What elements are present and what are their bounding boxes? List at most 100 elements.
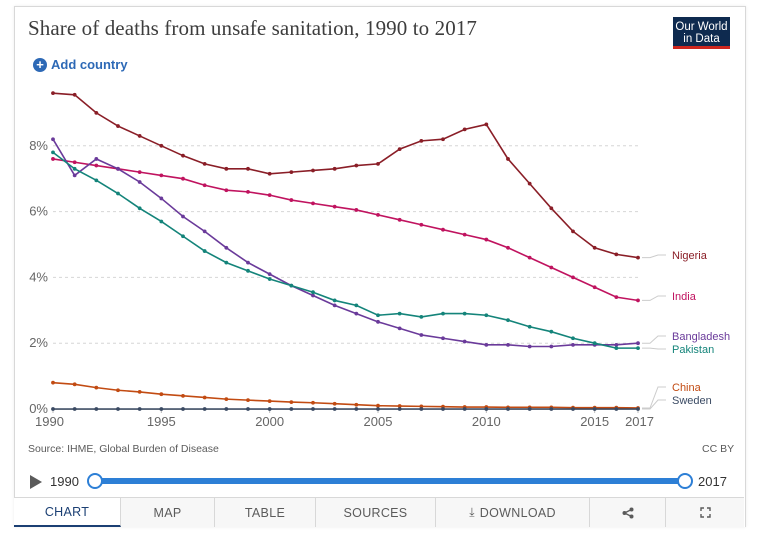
data-point-india bbox=[94, 163, 99, 168]
add-country-button[interactable]: + Add country bbox=[33, 57, 128, 72]
data-point-bangladesh bbox=[137, 180, 142, 184]
x-tick-label: 2010 bbox=[472, 414, 501, 429]
timeline-start-handle[interactable] bbox=[87, 473, 103, 489]
data-point-india bbox=[332, 204, 337, 209]
data-point-india bbox=[181, 176, 185, 181]
series-line-china bbox=[52, 381, 639, 409]
data-point-sweden bbox=[636, 407, 640, 411]
tab-map[interactable]: MAP bbox=[121, 498, 215, 527]
label-connector bbox=[642, 386, 666, 409]
play-icon[interactable] bbox=[30, 475, 42, 489]
data-point-bangladesh bbox=[636, 341, 640, 346]
data-point-nigeria bbox=[354, 163, 359, 168]
chart-title: Share of deaths from unsafe sanitation, … bbox=[28, 16, 478, 40]
data-point-sweden bbox=[94, 407, 99, 411]
data-point-pakistan bbox=[354, 303, 359, 308]
data-point-bangladesh bbox=[614, 342, 619, 347]
data-point-pakistan bbox=[636, 346, 640, 351]
data-point-pakistan bbox=[376, 313, 380, 318]
data-point-india bbox=[484, 237, 489, 242]
data-point-bangladesh bbox=[332, 303, 337, 308]
data-point-bangladesh bbox=[549, 344, 554, 349]
data-point-sweden bbox=[332, 407, 337, 411]
x-tick-label: 2015 bbox=[580, 414, 609, 429]
timeline-track[interactable] bbox=[94, 478, 684, 484]
timeline-end-handle[interactable] bbox=[677, 473, 693, 489]
data-point-india bbox=[289, 198, 294, 202]
data-point-bangladesh bbox=[354, 311, 359, 316]
data-point-india bbox=[354, 208, 359, 212]
data-point-india bbox=[397, 217, 402, 222]
data-point-pakistan bbox=[332, 298, 337, 303]
data-point-bangladesh bbox=[506, 342, 510, 347]
data-point-nigeria bbox=[137, 134, 142, 138]
data-point-india bbox=[636, 298, 640, 303]
data-point-pakistan bbox=[181, 234, 185, 239]
label-connector bbox=[642, 347, 666, 350]
data-point-china bbox=[397, 404, 402, 408]
tab-table[interactable]: TABLE bbox=[215, 498, 316, 527]
series-label-pakistan: Pakistan bbox=[672, 344, 714, 356]
license-link[interactable]: CC BY bbox=[702, 443, 735, 455]
data-point-nigeria bbox=[51, 91, 55, 96]
data-point-china bbox=[51, 380, 55, 385]
data-point-pakistan bbox=[571, 336, 575, 341]
data-point-bangladesh bbox=[94, 157, 99, 161]
data-point-china bbox=[116, 388, 120, 393]
data-point-bangladesh bbox=[267, 272, 272, 277]
data-point-china bbox=[311, 400, 315, 405]
data-point-sweden bbox=[354, 407, 359, 411]
owid-logo[interactable]: Our World in Data bbox=[673, 17, 730, 49]
data-point-china bbox=[137, 389, 142, 394]
y-tick-label: 0% bbox=[29, 401, 48, 416]
data-point-sweden bbox=[72, 407, 77, 411]
data-point-india bbox=[527, 255, 532, 260]
data-point-sweden bbox=[592, 407, 597, 411]
data-point-nigeria bbox=[397, 147, 402, 151]
tab-download-label: DOWNLOAD bbox=[479, 505, 556, 520]
fullscreen-button[interactable] bbox=[666, 498, 744, 527]
data-point-sweden bbox=[397, 407, 402, 411]
series-line-india bbox=[52, 158, 639, 302]
data-point-sweden bbox=[137, 407, 142, 411]
data-point-nigeria bbox=[376, 161, 380, 166]
data-point-pakistan bbox=[527, 324, 532, 329]
tab-download[interactable]: ⤓ DOWNLOAD bbox=[436, 498, 590, 527]
data-point-china bbox=[332, 401, 337, 406]
data-point-india bbox=[614, 295, 619, 300]
tab-sources[interactable]: SOURCES bbox=[316, 498, 436, 527]
data-point-sweden bbox=[462, 407, 467, 411]
data-point-bangladesh bbox=[246, 260, 250, 265]
data-point-china bbox=[224, 397, 229, 402]
data-point-india bbox=[202, 183, 207, 188]
data-point-nigeria bbox=[202, 161, 207, 166]
data-point-india bbox=[311, 201, 315, 206]
data-point-bangladesh bbox=[51, 137, 55, 142]
data-point-pakistan bbox=[614, 346, 619, 351]
data-point-pakistan bbox=[592, 341, 597, 346]
data-point-sweden bbox=[202, 407, 207, 411]
data-point-pakistan bbox=[419, 314, 424, 319]
y-tick-label: 8% bbox=[29, 138, 48, 153]
data-point-china bbox=[246, 398, 250, 403]
data-point-pakistan bbox=[462, 311, 467, 316]
data-point-sweden bbox=[441, 407, 445, 411]
data-point-pakistan bbox=[484, 313, 489, 318]
data-point-sweden bbox=[246, 407, 250, 411]
data-point-nigeria bbox=[636, 255, 640, 260]
data-point-nigeria bbox=[419, 138, 424, 143]
data-point-bangladesh bbox=[571, 342, 575, 347]
source-note[interactable]: Source: IHME, Global Burden of Disease bbox=[28, 443, 219, 455]
share-button[interactable] bbox=[590, 498, 666, 527]
data-point-sweden bbox=[224, 407, 229, 411]
data-point-pakistan bbox=[311, 290, 315, 295]
data-point-india bbox=[376, 212, 380, 217]
data-point-sweden bbox=[614, 407, 619, 411]
tab-chart[interactable]: CHART bbox=[14, 498, 121, 527]
data-point-sweden bbox=[376, 407, 380, 411]
data-point-sweden bbox=[267, 407, 272, 411]
data-point-sweden bbox=[484, 407, 489, 411]
data-point-india bbox=[419, 222, 424, 227]
data-point-pakistan bbox=[506, 318, 510, 323]
